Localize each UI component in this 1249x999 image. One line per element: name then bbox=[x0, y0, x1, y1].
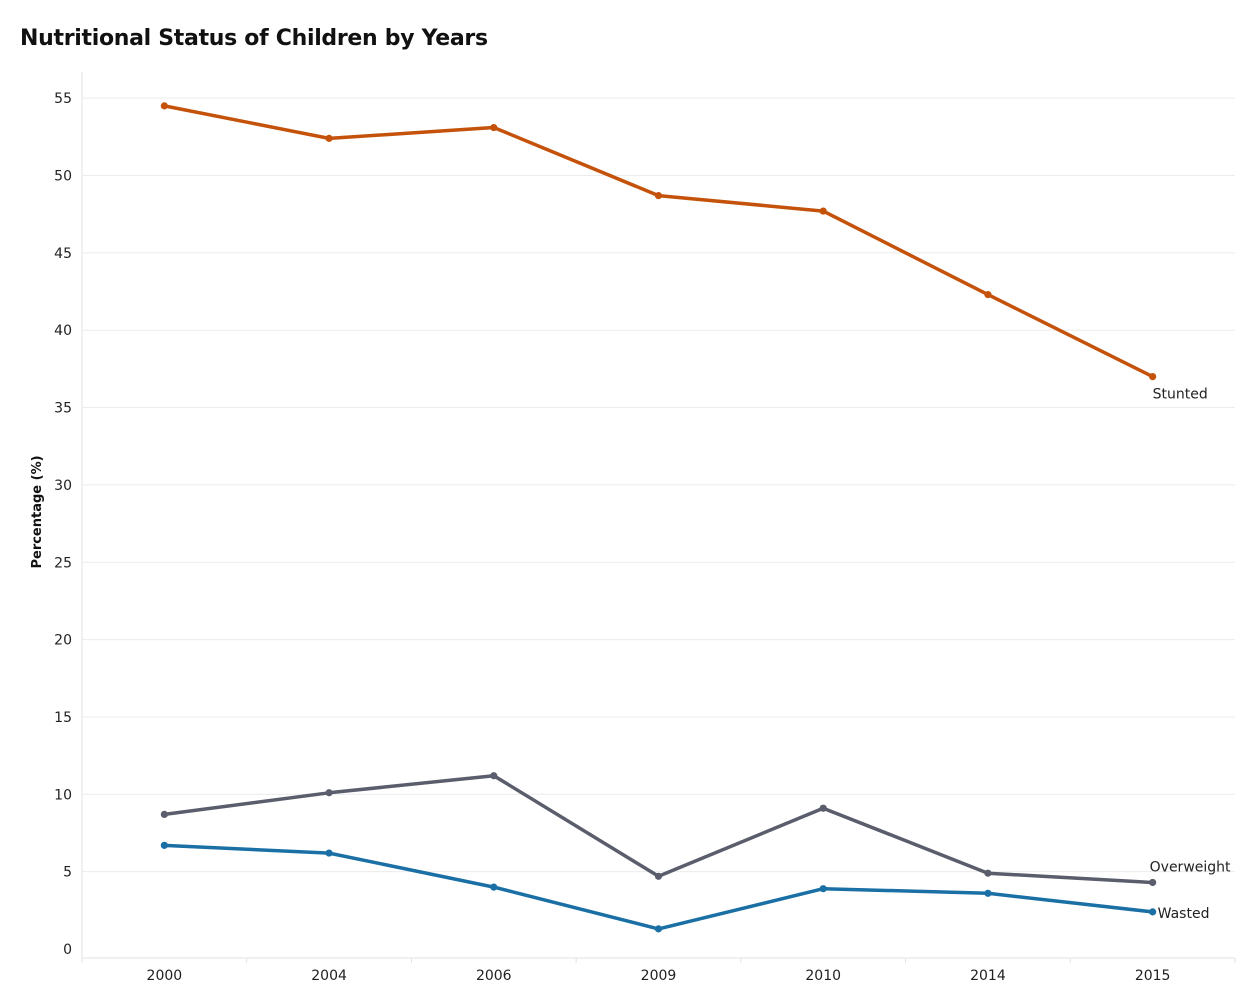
chart-title: Nutritional Status of Children by Years bbox=[20, 26, 488, 51]
y-tick-label: 40 bbox=[54, 323, 72, 339]
data-point-overweight bbox=[160, 810, 168, 819]
series-label-overweight: Overweight bbox=[1150, 859, 1231, 875]
data-point-wasted bbox=[490, 883, 498, 891]
y-tick-label: 20 bbox=[54, 633, 72, 649]
data-point-wasted bbox=[160, 841, 168, 849]
series-label-stunted: Stunted bbox=[1153, 387, 1208, 403]
series-label-wasted: Wasted bbox=[1158, 906, 1210, 922]
x-tick-label: 2000 bbox=[147, 968, 183, 984]
y-tick-label: 25 bbox=[54, 555, 72, 571]
data-point-stunted bbox=[984, 291, 992, 299]
series-line-overweight bbox=[162, 773, 1155, 885]
x-tick-label: 2006 bbox=[476, 968, 512, 984]
series-line-wasted bbox=[162, 843, 1155, 931]
data-point-stunted bbox=[1149, 373, 1157, 381]
y-axis-title: Percentage (%) bbox=[30, 455, 45, 568]
x-tick-label: 2010 bbox=[805, 968, 841, 984]
x-tick-label: 2014 bbox=[970, 968, 1006, 984]
x-tick-label: 2015 bbox=[1135, 968, 1171, 984]
data-point-stunted bbox=[819, 207, 827, 215]
y-tick-label: 15 bbox=[54, 710, 72, 726]
data-point-overweight bbox=[1149, 878, 1157, 887]
data-point-wasted bbox=[819, 885, 827, 893]
y-tick-label: 10 bbox=[54, 787, 72, 803]
x-tick-label: 2004 bbox=[311, 968, 347, 984]
y-tick-label: 45 bbox=[54, 246, 72, 262]
data-point-wasted bbox=[654, 925, 663, 933]
y-tick-label: 50 bbox=[54, 169, 72, 185]
labels: Stunted Overweight Wasted bbox=[1150, 387, 1231, 922]
x-tick-label: 2009 bbox=[641, 968, 677, 984]
data-point-stunted bbox=[654, 192, 663, 200]
series-line-stunted bbox=[162, 104, 1155, 379]
y-tick-label: 0 bbox=[63, 942, 72, 958]
data-point-overweight bbox=[654, 872, 663, 880]
data-point-overweight bbox=[490, 772, 498, 780]
data-point-stunted bbox=[325, 134, 333, 142]
data-point-overweight bbox=[984, 869, 992, 877]
data-point-stunted bbox=[160, 102, 168, 110]
axes: 0 5 10 15 20 25 30 35 40 45 50 55 2000 2004 2006 2009 20… bbox=[30, 72, 1236, 984]
data-point-wasted bbox=[984, 889, 992, 897]
data-point-stunted bbox=[490, 123, 498, 132]
y-tick-label: 5 bbox=[63, 865, 72, 881]
data-point-wasted bbox=[1149, 908, 1157, 916]
data-point-overweight bbox=[325, 789, 333, 797]
data-point-wasted bbox=[325, 849, 333, 857]
data-point-overweight bbox=[819, 804, 827, 812]
gridlines bbox=[82, 97, 1235, 873]
series-lines bbox=[160, 102, 1157, 933]
y-tick-label: 55 bbox=[54, 91, 72, 107]
y-tick-label: 35 bbox=[54, 401, 72, 417]
y-tick-label: 30 bbox=[54, 478, 72, 494]
